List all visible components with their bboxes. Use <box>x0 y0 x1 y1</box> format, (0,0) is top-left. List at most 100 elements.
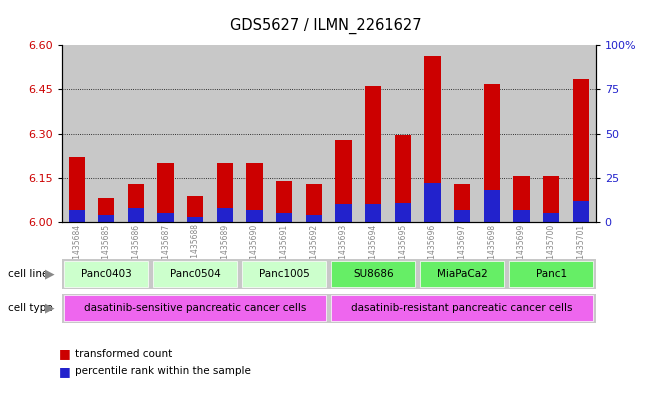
Bar <box>187 196 204 222</box>
Text: SU8686: SU8686 <box>353 269 394 279</box>
Bar <box>359 259 388 289</box>
Bar <box>543 213 559 222</box>
Bar <box>153 261 238 287</box>
Text: cell line: cell line <box>8 269 48 279</box>
Bar <box>331 296 593 321</box>
Bar <box>566 294 596 323</box>
Bar <box>573 201 589 222</box>
Bar <box>536 294 566 323</box>
Bar <box>92 294 121 323</box>
Bar <box>506 45 536 222</box>
Bar <box>454 184 471 222</box>
Bar <box>180 45 210 222</box>
Bar <box>121 294 151 323</box>
Text: Panc1005: Panc1005 <box>259 269 310 279</box>
Bar <box>335 204 352 222</box>
Bar <box>424 55 441 222</box>
Bar <box>151 45 180 222</box>
Bar <box>247 163 263 222</box>
Bar <box>536 259 566 289</box>
Bar <box>506 294 536 323</box>
Bar <box>270 294 299 323</box>
Bar <box>329 45 359 222</box>
Bar <box>509 261 593 287</box>
Bar <box>447 45 477 222</box>
Bar <box>420 261 505 287</box>
Bar <box>388 259 418 289</box>
Bar <box>276 181 292 222</box>
Bar <box>299 45 329 222</box>
Bar <box>68 210 85 222</box>
Text: ▶: ▶ <box>45 268 54 281</box>
Text: dasatinib-sensitive pancreatic cancer cells: dasatinib-sensitive pancreatic cancer ce… <box>84 303 307 313</box>
Bar <box>477 294 506 323</box>
Bar <box>151 294 180 323</box>
Bar <box>240 294 270 323</box>
Bar <box>299 294 329 323</box>
Bar <box>447 294 477 323</box>
Bar <box>217 163 233 222</box>
Bar <box>187 217 204 222</box>
Bar <box>359 45 388 222</box>
Bar <box>121 45 151 222</box>
Bar <box>128 208 144 222</box>
Bar <box>210 259 240 289</box>
Bar <box>98 198 115 222</box>
Bar <box>151 259 180 289</box>
Text: cell type: cell type <box>8 303 53 313</box>
Bar <box>329 259 359 289</box>
Bar <box>270 45 299 222</box>
Bar <box>395 203 411 222</box>
Bar <box>514 176 530 222</box>
Bar <box>566 45 596 222</box>
Bar <box>270 259 299 289</box>
Bar <box>180 294 210 323</box>
Text: dasatinib-resistant pancreatic cancer cells: dasatinib-resistant pancreatic cancer ce… <box>352 303 573 313</box>
Bar <box>210 294 240 323</box>
Bar <box>359 294 388 323</box>
Bar <box>158 163 174 222</box>
Bar <box>329 294 359 323</box>
Bar <box>418 294 447 323</box>
Bar <box>424 183 441 222</box>
Bar <box>484 84 500 222</box>
Text: Panc1: Panc1 <box>536 269 567 279</box>
Bar <box>92 259 121 289</box>
Bar <box>388 45 418 222</box>
Bar <box>543 176 559 222</box>
Bar <box>217 208 233 222</box>
Bar <box>62 45 92 222</box>
Bar <box>447 259 477 289</box>
Bar <box>388 294 418 323</box>
Bar <box>240 45 270 222</box>
Text: Panc0403: Panc0403 <box>81 269 132 279</box>
Bar <box>454 210 471 222</box>
Bar <box>306 184 322 222</box>
Bar <box>299 259 329 289</box>
Bar <box>242 261 326 287</box>
Bar <box>68 157 85 222</box>
Bar <box>180 259 210 289</box>
Bar <box>514 210 530 222</box>
Bar <box>536 45 566 222</box>
Text: transformed count: transformed count <box>75 349 172 359</box>
Bar <box>418 259 447 289</box>
Bar <box>418 45 447 222</box>
Bar <box>365 204 381 222</box>
Bar <box>365 86 381 222</box>
Bar <box>484 190 500 222</box>
Bar <box>276 213 292 222</box>
Bar <box>477 259 506 289</box>
Text: ■: ■ <box>59 347 70 360</box>
Bar <box>62 294 92 323</box>
Bar <box>98 215 115 222</box>
Text: Panc0504: Panc0504 <box>170 269 221 279</box>
Bar <box>573 79 589 222</box>
Bar <box>506 259 536 289</box>
Bar <box>128 184 144 222</box>
Bar <box>306 215 322 222</box>
Bar <box>210 45 240 222</box>
Bar <box>64 296 326 321</box>
Bar <box>240 259 270 289</box>
Text: ■: ■ <box>59 365 70 378</box>
